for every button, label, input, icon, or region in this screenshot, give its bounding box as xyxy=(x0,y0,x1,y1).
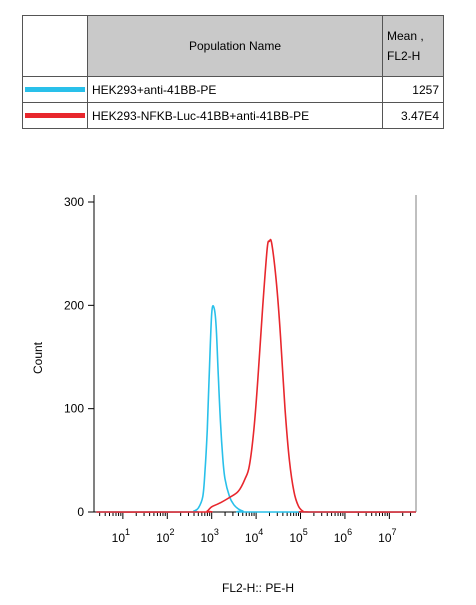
x-tick-label: 101 xyxy=(112,527,130,545)
x-tick-label: 103 xyxy=(201,527,219,545)
legend-population-name: HEK293-NFKB-Luc-41BB+anti-41BB-PE xyxy=(87,102,383,129)
legend-swatch-cell xyxy=(22,102,88,129)
population-legend-table: Population Name Mean , FL2-H HEK293+anti… xyxy=(22,15,444,129)
legend-swatch-blue xyxy=(25,87,85,92)
x-tick-label: 106 xyxy=(334,527,352,545)
legend-swatch-red xyxy=(25,113,85,118)
x-axis-label: FL2-H:: PE-H xyxy=(222,581,294,595)
x-tick-label: 104 xyxy=(245,527,263,545)
legend-row: HEK293-NFKB-Luc-41BB+anti-41BB-PE 3.47E4 xyxy=(22,102,444,129)
mean-header-line1: Mean , xyxy=(387,29,424,43)
chart-axes: 0 100 200 300 101 102 103 104 105 106 107 xyxy=(64,195,417,545)
legend-swatch-header xyxy=(22,15,88,77)
mean-header: Mean , FL2-H xyxy=(382,15,444,77)
legend-swatch-cell xyxy=(22,76,88,103)
y-axis-label: Count xyxy=(31,341,45,374)
y-tick-label: 200 xyxy=(64,298,84,312)
chart-series-layer xyxy=(96,238,417,513)
y-tick-label: 100 xyxy=(64,402,84,416)
mean-header-line2: FL2-H xyxy=(387,49,421,63)
x-tick-label: 105 xyxy=(289,527,307,545)
x-tick-label: 102 xyxy=(156,527,174,545)
legend-mean-value: 1257 xyxy=(382,76,444,103)
x-tick-label: 107 xyxy=(378,527,396,545)
histogram-series-red xyxy=(96,238,417,513)
y-tick-label: 0 xyxy=(77,505,84,519)
y-tick-label: 300 xyxy=(64,195,84,209)
legend-row: HEK293+anti-41BB-PE 1257 xyxy=(22,76,444,103)
legend-mean-value: 3.47E4 xyxy=(382,102,444,129)
histogram-series-blue xyxy=(96,305,417,513)
